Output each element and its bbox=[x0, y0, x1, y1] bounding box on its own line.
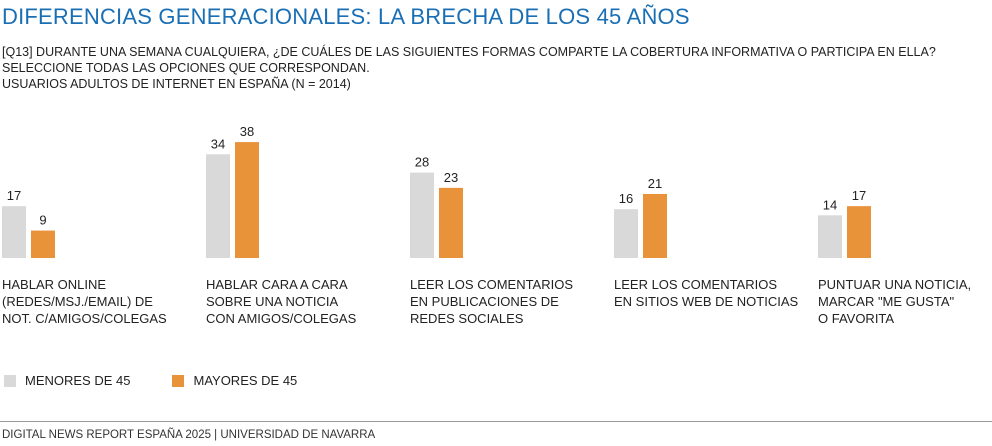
footer-divider bbox=[0, 421, 992, 422]
bar-menores-2 bbox=[206, 154, 230, 258]
bar-mayores-5 bbox=[847, 206, 871, 258]
value-label-mayores-1: 9 bbox=[39, 213, 46, 228]
value-label-mayores-3: 23 bbox=[444, 170, 458, 185]
legend: MENORES DE 45 MAYORES DE 45 bbox=[4, 373, 339, 388]
category-label-1: HABLAR ONLINE (REDES/MSJ./EMAIL) DE NOT.… bbox=[2, 277, 167, 326]
bar-menores-3 bbox=[410, 172, 434, 258]
value-label-mayores-2: 38 bbox=[240, 124, 254, 139]
chart-title: DIFERENCIAS GENERACIONALES: LA BRECHA DE… bbox=[2, 4, 690, 29]
bar-mayores-2 bbox=[235, 142, 259, 258]
value-label-mayores-4: 21 bbox=[648, 176, 662, 191]
legend-label-menores: MENORES DE 45 bbox=[25, 373, 131, 388]
category-label-2: HABLAR CARA A CARA SOBRE UNA NOTICIA CON… bbox=[206, 277, 357, 326]
value-label-menores-1: 17 bbox=[7, 188, 21, 203]
value-label-mayores-5: 17 bbox=[852, 188, 866, 203]
value-label-menores-3: 28 bbox=[415, 155, 429, 170]
question-label: [Q13] DURANTE UNA SEMANA CUALQUIERA, ¿DE… bbox=[2, 45, 936, 75]
category-label-4: LEER LOS COMENTARIOS EN SITIOS WEB DE NO… bbox=[614, 277, 799, 309]
value-label-menores-2: 34 bbox=[211, 136, 225, 151]
value-label-menores-4: 16 bbox=[619, 191, 633, 206]
bar-mayores-4 bbox=[643, 193, 667, 258]
sample-label: USUARIOS ADULTOS DE INTERNET EN ESPAÑA (… bbox=[2, 77, 351, 91]
bar-mayores-1 bbox=[31, 230, 55, 258]
legend-swatch-menores bbox=[4, 374, 16, 387]
legend-label-mayores: MAYORES DE 45 bbox=[193, 373, 298, 388]
value-label-menores-5: 14 bbox=[823, 197, 837, 212]
legend-item-menores: MENORES DE 45 bbox=[4, 373, 130, 388]
legend-swatch-mayores bbox=[172, 374, 185, 387]
bar-chart: 17 9 34 38 28 23 16 21 14 17 bbox=[2, 124, 871, 258]
bar-menores-5 bbox=[818, 215, 842, 258]
bar-mayores-3 bbox=[439, 187, 463, 258]
footer-source: DIGITAL NEWS REPORT ESPAÑA 2025 | UNIVER… bbox=[2, 429, 376, 441]
category-label-3: LEER LOS COMENTARIOS EN PUBLICACIONES DE… bbox=[410, 277, 574, 326]
bar-menores-4 bbox=[614, 209, 638, 258]
category-label-5: PUNTUAR UNA NOTICIA, MARCAR "ME GUSTA" O… bbox=[818, 277, 972, 326]
legend-item-mayores: MAYORES DE 45 bbox=[172, 373, 297, 388]
bar-menores-1 bbox=[2, 206, 26, 258]
question-text: [Q13] DURANTE UNA SEMANA CUALQUIERA, ¿DE… bbox=[2, 44, 990, 92]
